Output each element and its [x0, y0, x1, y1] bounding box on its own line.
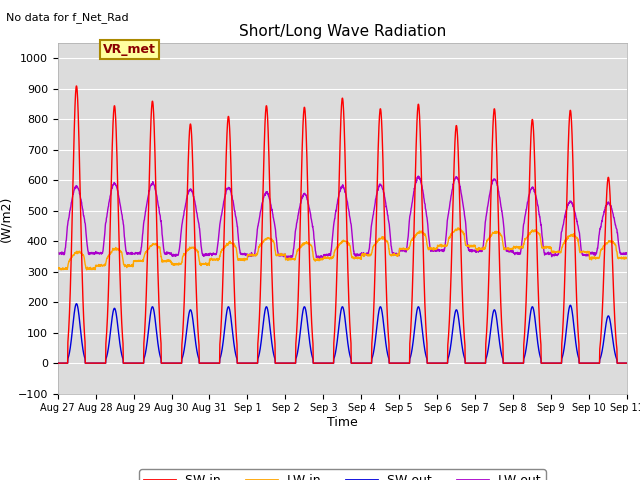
X-axis label: Time: Time	[327, 416, 358, 429]
Text: VR_met: VR_met	[103, 43, 156, 56]
Title: Short/Long Wave Radiation: Short/Long Wave Radiation	[239, 24, 446, 39]
Text: No data for f_Net_Rad: No data for f_Net_Rad	[6, 12, 129, 23]
Legend: SW in, LW in, SW out, LW out: SW in, LW in, SW out, LW out	[139, 469, 546, 480]
Y-axis label: (W/m2): (W/m2)	[0, 195, 12, 241]
